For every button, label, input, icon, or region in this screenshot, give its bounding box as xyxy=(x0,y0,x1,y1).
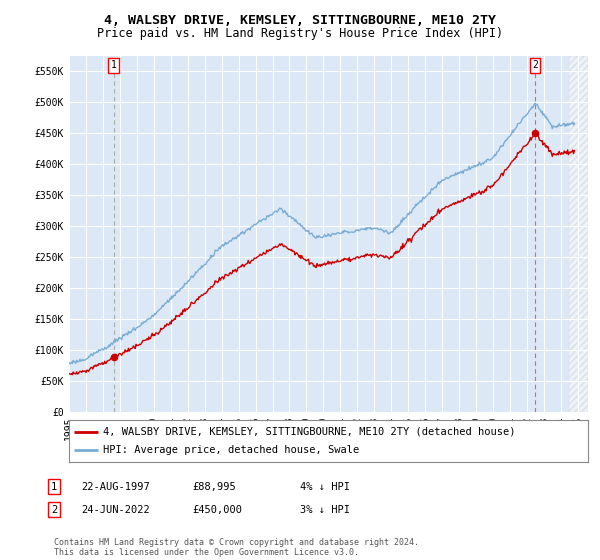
Text: 1: 1 xyxy=(51,482,57,492)
Text: 1: 1 xyxy=(111,60,117,70)
Text: £88,995: £88,995 xyxy=(192,482,236,492)
Point xyxy=(530,129,540,138)
Text: 24-JUN-2022: 24-JUN-2022 xyxy=(81,505,150,515)
Text: Contains HM Land Registry data © Crown copyright and database right 2024.
This d: Contains HM Land Registry data © Crown c… xyxy=(54,538,419,557)
Text: 4, WALSBY DRIVE, KEMSLEY, SITTINGBOURNE, ME10 2TY: 4, WALSBY DRIVE, KEMSLEY, SITTINGBOURNE,… xyxy=(104,14,496,27)
Text: 4% ↓ HPI: 4% ↓ HPI xyxy=(300,482,350,492)
Text: £450,000: £450,000 xyxy=(192,505,242,515)
Bar xyxy=(569,56,588,412)
Text: Price paid vs. HM Land Registry's House Price Index (HPI): Price paid vs. HM Land Registry's House … xyxy=(97,27,503,40)
Text: 2: 2 xyxy=(51,505,57,515)
Text: HPI: Average price, detached house, Swale: HPI: Average price, detached house, Swal… xyxy=(103,445,359,455)
Text: 4, WALSBY DRIVE, KEMSLEY, SITTINGBOURNE, ME10 2TY (detached house): 4, WALSBY DRIVE, KEMSLEY, SITTINGBOURNE,… xyxy=(103,427,515,437)
Text: 22-AUG-1997: 22-AUG-1997 xyxy=(81,482,150,492)
Point xyxy=(109,352,119,361)
Text: 2: 2 xyxy=(532,60,538,70)
Text: 3% ↓ HPI: 3% ↓ HPI xyxy=(300,505,350,515)
